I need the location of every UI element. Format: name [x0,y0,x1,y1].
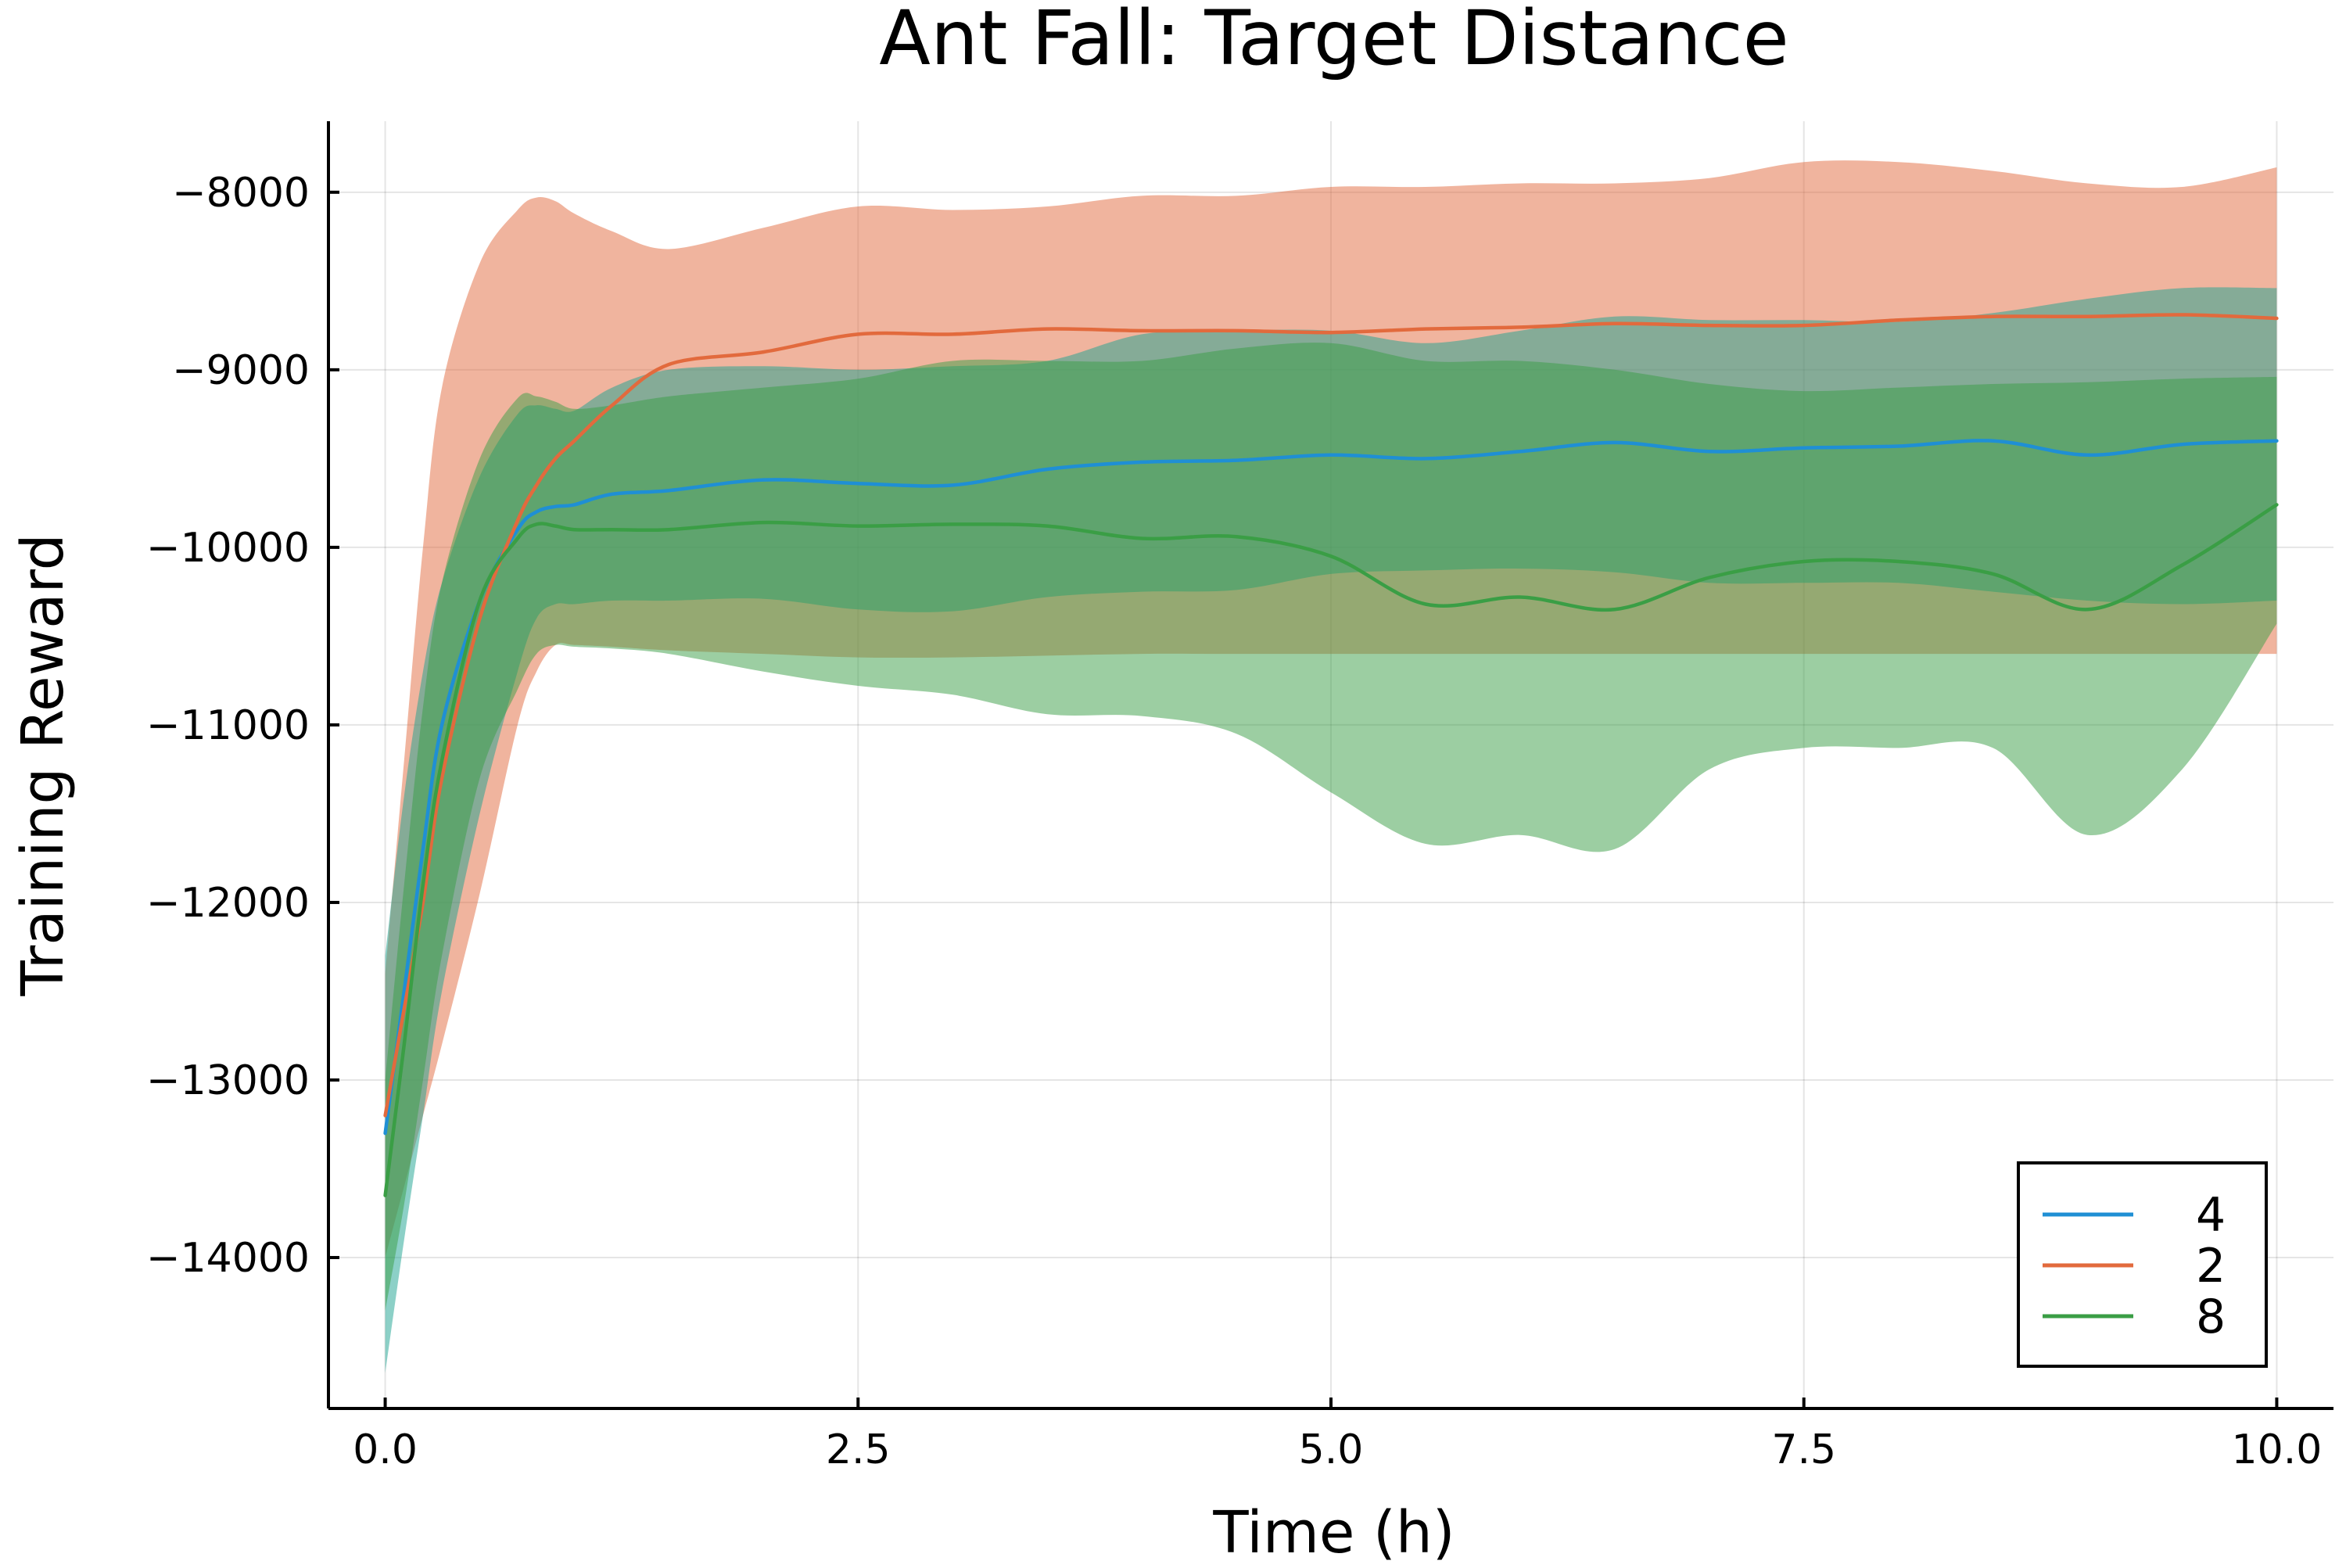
y-tick-label: −11000 [146,702,310,749]
x-tick-label: 2.5 [826,1426,891,1473]
x-tick-label: 0.0 [353,1426,418,1473]
legend-label-8: 8 [2196,1290,2226,1344]
y-tick-label: −12000 [146,880,310,927]
y-tick-label: −9000 [172,347,310,394]
legend-label-2: 2 [2196,1239,2226,1294]
y-tick-label: −14000 [146,1235,310,1282]
x-ticks: 0.0 2.5 5.0 7.5 10.0 [353,1398,2322,1473]
legend-label-4: 4 [2196,1188,2226,1243]
confidence-bands [385,160,2277,1373]
line-series-8 [383,503,2279,1197]
y-axis-label: Training Reward [9,533,77,996]
x-tick-label: 10.0 [2232,1426,2323,1473]
chart-title: Ant Fall: Target Distance [879,0,1788,82]
y-tick-label: −13000 [146,1057,310,1104]
y-tick-label: −10000 [146,525,310,572]
legend-items: 428 [2043,1188,2226,1344]
x-tick-label: 5.0 [1299,1426,1364,1473]
legend: 428 [2017,1161,2268,1368]
line-series-2 [383,313,2279,1118]
x-axis-label: Time (h) [1212,1499,1455,1564]
series-lines [383,313,2279,1197]
y-tick-label: −8000 [172,170,310,217]
y-ticks: −14000 −13000 −12000 −11000 −10000 −9000 −8000 [146,170,339,1282]
band-series-8 [385,343,2277,1311]
x-tick-label: 7.5 [1771,1426,1836,1473]
